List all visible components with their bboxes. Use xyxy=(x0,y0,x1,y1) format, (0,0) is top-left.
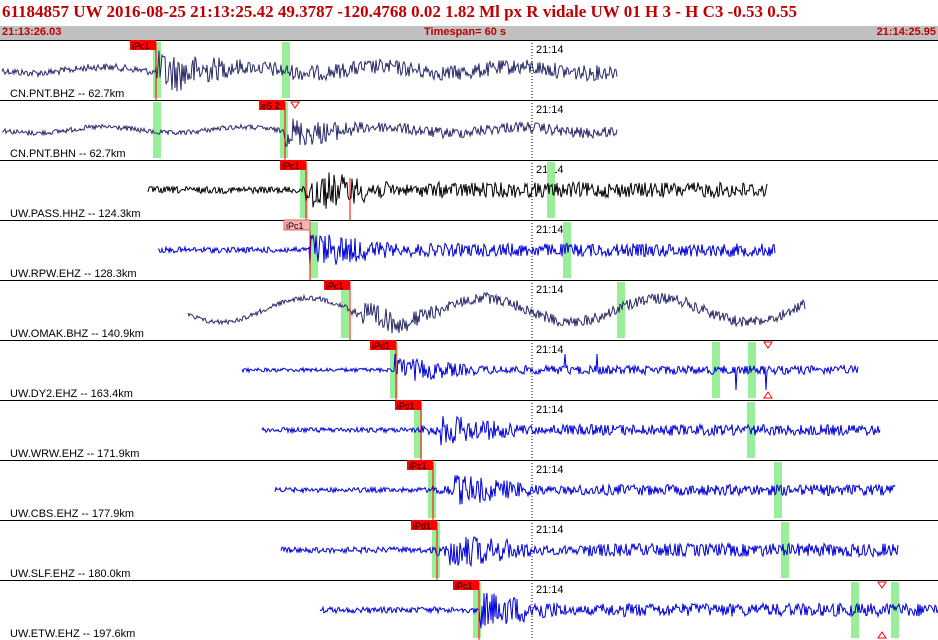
station-label: CN.PNT.BHZ -- 62.7km xyxy=(10,88,124,100)
waveform-trace xyxy=(157,233,776,266)
station-label: UW.WRW.EHZ -- 171.9km xyxy=(10,448,139,460)
pick-label: iPd1 xyxy=(372,341,390,351)
arrival-triangle-icon xyxy=(877,581,887,589)
waveform-trace xyxy=(274,475,896,505)
pick-label-box xyxy=(259,100,285,110)
minute-label: 21:14 xyxy=(536,464,564,476)
pick-label-box xyxy=(283,219,311,231)
panel-5[interactable]: 21:14 iPc1 UW.OMAK.BHZ -- 140.9km xyxy=(0,280,938,340)
phase-marker xyxy=(547,162,555,218)
minute-label: 21:14 xyxy=(536,224,564,236)
end-time: 21:14:25.95 xyxy=(876,26,936,38)
panel-4[interactable]: 21:14 iPc1 UW.RPW.EHZ -- 128.3km xyxy=(0,219,938,280)
timespan-label: Timespan= 60 s xyxy=(424,26,507,38)
panel-7[interactable]: 21:14 iPc1 UW.WRW.EHZ -- 171.9km xyxy=(0,400,938,460)
waveform-trace xyxy=(280,536,899,568)
phase-marker xyxy=(341,282,349,338)
seismogram-panels[interactable]: 21:14 iPc1 CN.PNT.BHZ -- 62.7km 21:14 eS 2 CN… xyxy=(0,40,938,640)
time-axis-bar: 21:13:26.03 Timespan= 60 s 21:14:25.95 xyxy=(0,26,938,40)
waveform-trace xyxy=(1,50,618,92)
pick-label-box xyxy=(453,580,479,590)
panel-2[interactable]: 21:14 eS 2 CN.PNT.BHN -- 62.7km xyxy=(0,100,938,160)
pick-label-box xyxy=(411,520,437,530)
phase-marker xyxy=(310,222,318,278)
panel-10[interactable]: 21:14 iPc1 UW.ETW.EHZ -- 197.6km xyxy=(0,580,938,640)
arrival-triangle-icon xyxy=(763,391,773,399)
pick-label: eS 2 xyxy=(261,101,280,111)
minute-label: 21:14 xyxy=(536,524,564,536)
pick-label: iPc1 xyxy=(286,221,304,231)
minute-label: 21:14 xyxy=(536,104,564,116)
waveform-trace xyxy=(1,118,618,147)
pick-label-box xyxy=(130,40,156,50)
phase-marker xyxy=(747,402,755,458)
pick-label: iPc1 xyxy=(326,281,344,291)
arrival-triangle-icon xyxy=(763,341,773,349)
station-label: UW.ETW.EHZ -- 197.6km xyxy=(10,628,135,640)
phase-marker xyxy=(617,282,625,338)
phase-marker xyxy=(563,222,571,278)
minute-label: 21:14 xyxy=(536,344,564,356)
waveform-trace xyxy=(147,172,768,209)
waveform-trace xyxy=(261,415,881,446)
arrival-triangle-icon xyxy=(877,631,887,639)
panel-1[interactable]: 21:14 iPc1 CN.PNT.BHZ -- 62.7km xyxy=(0,40,938,100)
waveform-trace xyxy=(319,592,938,629)
pick-label: iPd1 xyxy=(413,521,431,531)
minute-label: 21:14 xyxy=(536,584,564,596)
start-time: 21:13:26.03 xyxy=(2,26,62,38)
pick-label: iPc1 xyxy=(455,581,473,591)
phase-marker xyxy=(300,162,308,218)
header-bar: 61184857 UW 2016-08-25 21:13:25.42 49.37… xyxy=(0,0,938,40)
pick-label: iPc1 xyxy=(132,41,150,51)
waveform-trace xyxy=(241,353,859,391)
station-label: UW.SLF.EHZ -- 180.0km xyxy=(10,568,130,580)
pick-label-box xyxy=(407,460,433,470)
panel-6[interactable]: 21:14 iPd1 UW.DY2.EHZ -- 163.4km xyxy=(0,340,938,400)
pick-label: iPc1 xyxy=(397,401,415,411)
pick-label: iPc1 xyxy=(409,461,427,471)
pick-label-box xyxy=(324,280,350,290)
station-label: UW.PASS.HHZ -- 124.3km xyxy=(10,208,141,220)
phase-marker xyxy=(428,462,436,518)
station-label: CN.PNT.BHN -- 62.7km xyxy=(10,148,126,160)
minute-label: 21:14 xyxy=(536,284,564,296)
station-label: UW.CBS.EHZ -- 177.9km xyxy=(10,508,134,520)
phase-marker xyxy=(414,402,422,458)
waveform-trace xyxy=(187,291,806,334)
phase-marker xyxy=(153,102,161,158)
pick-label: iPc1 xyxy=(282,161,300,171)
panel-8[interactable]: 21:14 iPc1 UW.CBS.EHZ -- 177.9km xyxy=(0,460,938,520)
panel-9[interactable]: 21:14 iPd1 UW.SLF.EHZ -- 180.0km xyxy=(0,520,938,580)
phase-marker xyxy=(891,582,899,638)
phase-marker xyxy=(153,42,161,98)
pick-label-box xyxy=(280,160,306,170)
waveform-canvas[interactable]: 21:14 iPc1 CN.PNT.BHZ -- 62.7km 21:14 eS 2 CN… xyxy=(0,40,938,640)
phase-marker xyxy=(774,462,782,518)
station-label: UW.DY2.EHZ -- 163.4km xyxy=(10,388,133,400)
station-label: UW.RPW.EHZ -- 128.3km xyxy=(10,268,137,280)
pick-label-box xyxy=(370,340,396,350)
event-summary-title: 61184857 UW 2016-08-25 21:13:25.42 49.37… xyxy=(2,2,798,21)
pick-label-box xyxy=(395,400,421,410)
minute-label: 21:14 xyxy=(536,44,564,56)
phase-marker xyxy=(280,102,288,158)
station-label: UW.OMAK.BHZ -- 140.9km xyxy=(10,328,144,340)
minute-label: 21:14 xyxy=(536,404,564,416)
arrival-triangle-icon xyxy=(290,101,300,109)
